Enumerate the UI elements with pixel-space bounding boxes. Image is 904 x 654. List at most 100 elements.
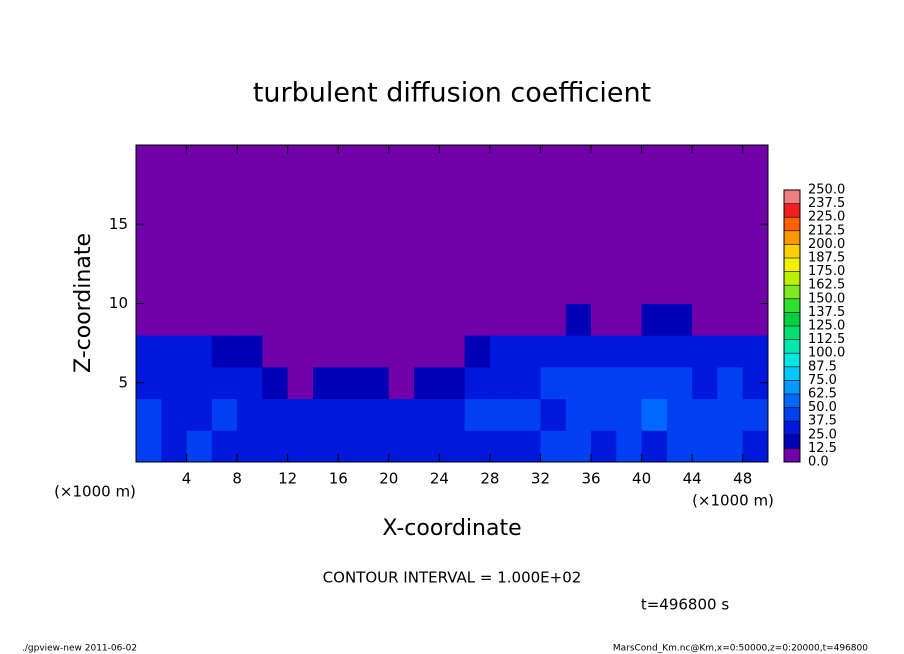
colorbar-label: 50.0	[808, 400, 837, 415]
heat-cell	[312, 145, 339, 178]
heat-cell	[338, 240, 365, 273]
heat-cell	[439, 208, 466, 241]
x-tick-label: 8	[232, 470, 242, 488]
heat-cell	[439, 303, 466, 336]
heat-cell	[439, 430, 466, 463]
heat-cell	[287, 335, 314, 368]
heat-cell	[414, 303, 440, 336]
heat-cell	[641, 208, 668, 241]
heat-cell	[565, 366, 592, 400]
heat-cell	[338, 366, 365, 400]
heat-cell	[489, 366, 516, 400]
heat-cell	[186, 335, 213, 368]
heat-cell	[692, 145, 718, 178]
heat-cell	[414, 208, 440, 241]
heat-cell	[237, 430, 263, 463]
heat-cell	[211, 208, 238, 241]
heat-cell	[666, 303, 693, 336]
heat-cell	[439, 176, 466, 209]
heat-cell	[616, 398, 643, 431]
colorbar-label: 25.0	[808, 427, 837, 442]
x-tick-label: 24	[430, 470, 449, 488]
heat-cell	[262, 366, 289, 400]
heat-cell	[565, 271, 592, 304]
heat-cell	[439, 271, 466, 304]
colorbar-band	[784, 421, 800, 435]
heat-cell	[186, 303, 213, 336]
heat-cell	[186, 398, 213, 431]
heat-cell	[641, 335, 668, 368]
heat-cell	[363, 303, 390, 336]
x-tick-label: 32	[531, 470, 550, 488]
colorbar-label: 237.5	[808, 196, 845, 211]
heatmap	[136, 145, 769, 463]
heat-cell	[136, 145, 162, 178]
heat-cell	[363, 176, 390, 209]
heat-cell	[211, 271, 238, 304]
heat-cell	[616, 240, 643, 273]
colorbar-label: 137.5	[808, 305, 845, 320]
heat-cell	[136, 176, 162, 209]
heat-cell	[565, 208, 592, 241]
heat-cell	[237, 398, 263, 431]
heat-cell	[363, 271, 390, 304]
heat-cell	[717, 430, 744, 463]
heat-cell	[540, 208, 567, 241]
heat-cell	[692, 208, 718, 241]
heat-cell	[489, 335, 516, 368]
heat-cell	[641, 398, 668, 431]
heat-cell	[262, 430, 289, 463]
heat-cell	[717, 398, 744, 431]
heat-cell	[237, 303, 263, 336]
heat-cell	[641, 303, 668, 336]
heat-cell	[591, 208, 617, 241]
heat-cell	[186, 145, 213, 178]
heat-cell	[742, 398, 769, 431]
heat-cell	[565, 240, 592, 273]
heat-cell	[565, 430, 592, 463]
heat-cell	[717, 240, 744, 273]
heat-cell	[161, 176, 188, 209]
heat-cell	[388, 335, 415, 368]
colorbar-label: 12.5	[808, 441, 837, 456]
heat-cell	[186, 176, 213, 209]
heat-cell	[489, 398, 516, 431]
heat-cell	[515, 366, 541, 400]
heat-cell	[692, 176, 718, 209]
y-tick-label: 15	[109, 215, 128, 233]
heat-cell	[591, 303, 617, 336]
heat-cell	[312, 240, 339, 273]
heat-cell	[237, 335, 263, 368]
x-tick-label: 20	[379, 470, 398, 488]
y-tick-label: 10	[109, 294, 128, 312]
heat-cell	[616, 366, 643, 400]
heat-cell	[641, 176, 668, 209]
y-tick-label: 5	[118, 373, 128, 391]
colorbar-label: 175.0	[808, 264, 845, 279]
heat-cell	[211, 430, 238, 463]
heat-cell	[666, 208, 693, 241]
heat-cell	[338, 145, 365, 178]
heat-cell	[540, 303, 567, 336]
heat-cell	[414, 335, 440, 368]
colorbar-label: 112.5	[808, 332, 845, 347]
x-axis-label: X-coordinate	[382, 516, 521, 541]
x-tick-label: 28	[480, 470, 499, 488]
heat-cell	[616, 430, 643, 463]
heat-cell	[742, 145, 769, 178]
heat-cell	[616, 208, 643, 241]
heat-cell	[287, 271, 314, 304]
heat-cell	[666, 271, 693, 304]
heat-cell	[540, 335, 567, 368]
heat-cell	[692, 335, 718, 368]
heat-cell	[211, 303, 238, 336]
heat-cell	[717, 208, 744, 241]
heat-cell	[414, 176, 440, 209]
heat-cell	[666, 145, 693, 178]
heat-cell	[489, 145, 516, 178]
heat-cell	[388, 366, 415, 400]
heat-cell	[717, 271, 744, 304]
heat-cell	[515, 176, 541, 209]
colorbar-band	[784, 298, 800, 313]
heat-cell	[237, 176, 263, 209]
